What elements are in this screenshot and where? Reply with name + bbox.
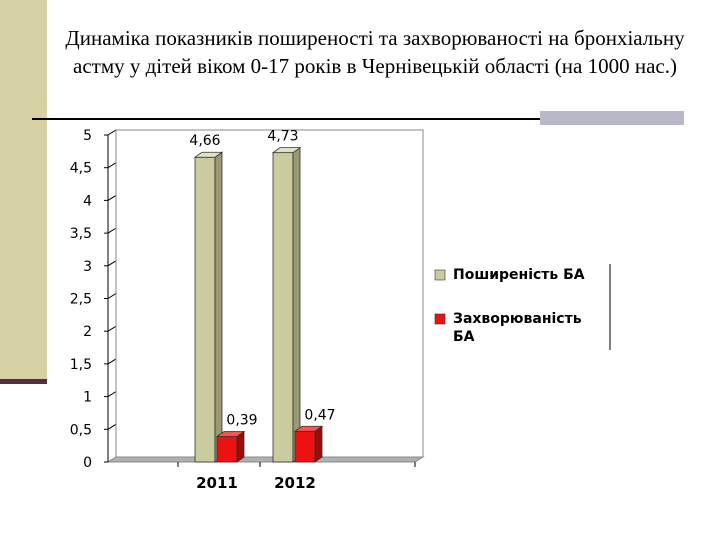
y-tick-label: 4 [83,193,92,209]
data-label: 4,66 [189,133,220,149]
x-category-label: 2011 [196,474,238,492]
y-tick-label: 1 [83,390,92,406]
legend-swatch [434,313,446,325]
bar-top [271,147,302,154]
labels: 0 0,5 1 1,5 2 2,5 3 3,5 4 4,5 5 4,66 0,39 2011 4,73 0,4… [70,128,336,492]
data-label: 0,39 [226,412,257,428]
legend-swatch [434,269,446,281]
y-tick-label: 2,5 [70,292,92,308]
axes [104,129,425,467]
bar-top [293,425,324,432]
bar [272,152,294,463]
bar [294,430,316,463]
bar-side [292,146,301,463]
y-tick-label: 3 [83,259,92,275]
x-category-label: 2012 [274,474,316,492]
plot-back-wall [115,129,424,458]
bar-top [193,151,224,158]
y-tick-label: 4,5 [70,161,92,177]
decorative-left-bar-accent [0,379,47,384]
decorative-left-bar [0,0,47,383]
plot-floor [106,456,425,463]
legend: Поширеність БА Захворюваність БА [434,264,611,350]
legend-label: Захворюваність БА [453,311,582,345]
legend-label: Поширеність БА [453,267,585,283]
data-label: 0,47 [304,407,335,423]
y-tick-label: 3,5 [70,226,92,242]
bars [193,146,324,463]
bar-side [314,425,323,463]
bar-top [215,431,246,437]
title-underline [32,118,540,120]
chart-title: Динаміка показників поширеності та захво… [65,26,685,78]
bar [216,436,238,463]
y-tick-label: 5 [83,128,92,144]
bar-side [214,151,223,463]
data-label: 4,73 [267,129,298,145]
y-tick-label: 0,5 [70,422,92,438]
y-tick-label: 2 [83,324,92,340]
y-tick-label: 0 [83,455,92,471]
title-underline-block [540,111,684,125]
bar [194,156,216,463]
y-tick-label: 1,5 [70,357,92,373]
